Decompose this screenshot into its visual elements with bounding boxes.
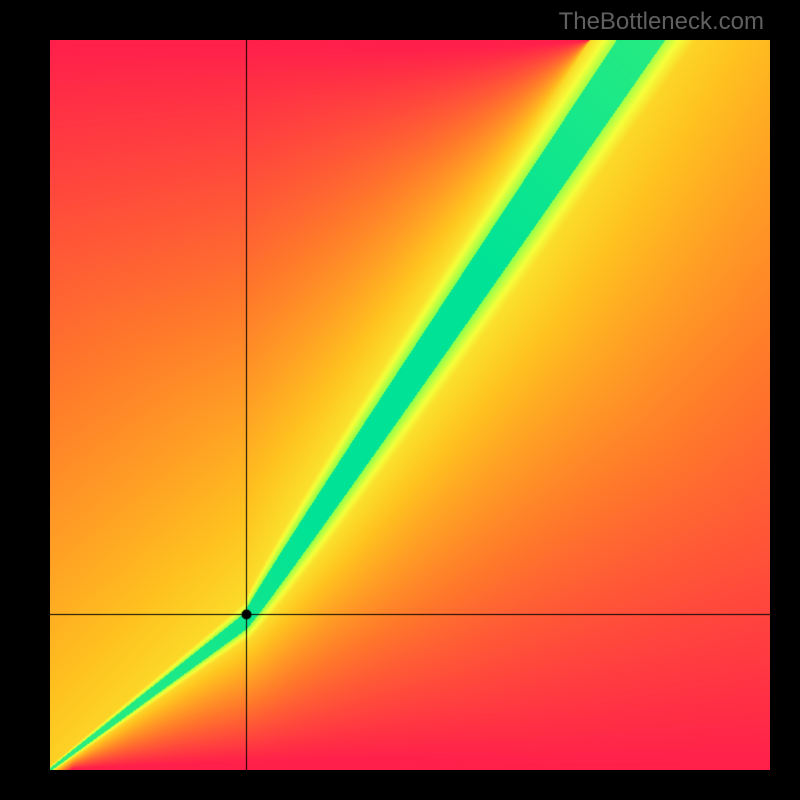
bottleneck-heatmap (50, 40, 770, 770)
watermark-text: TheBottleneck.com (559, 8, 764, 36)
chart-container: TheBottleneck.com (0, 0, 800, 800)
